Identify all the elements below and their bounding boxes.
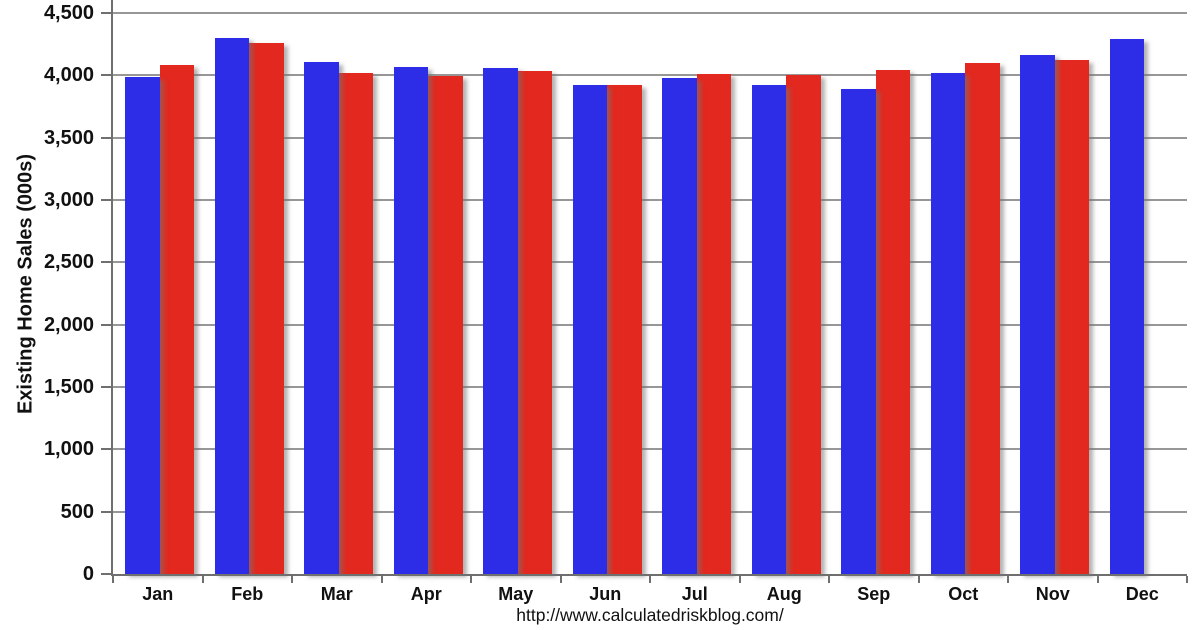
bar-blue <box>751 84 786 574</box>
gridline <box>113 12 1187 14</box>
bar-blue <box>662 78 697 574</box>
bar-blue <box>393 66 428 574</box>
y-axis-tick <box>101 136 111 139</box>
bar-red <box>517 70 552 574</box>
y-tick-label: 0 <box>82 563 94 585</box>
bar-red <box>1054 60 1089 574</box>
bar-group <box>1008 13 1098 574</box>
x-axis-tick <box>201 576 204 583</box>
x-tick-label: Feb <box>231 584 264 604</box>
bar-group <box>203 13 293 574</box>
x-axis-tick <box>917 576 920 583</box>
x-tick-label: Aug <box>766 584 802 604</box>
x-tick-label: May <box>498 584 534 604</box>
bar-blue <box>841 89 876 574</box>
bar-blue <box>304 61 339 574</box>
x-tick-label: Oct <box>948 584 979 604</box>
bar-blue <box>930 72 965 574</box>
y-tick-label: 500 <box>60 500 94 523</box>
x-tick-label: Mar <box>320 584 353 604</box>
x-tick-label: Jun <box>589 584 622 604</box>
bar-blue <box>1020 54 1055 574</box>
y-tick-label: 1,500 <box>43 376 94 398</box>
bar-red <box>786 75 821 574</box>
bar-red <box>338 73 373 574</box>
plot-area <box>113 12 1188 574</box>
bar-blue <box>483 68 518 574</box>
x-axis-tick <box>1007 576 1009 583</box>
y-tick-label: 2,500 <box>43 251 94 274</box>
y-axis-tick <box>101 12 111 14</box>
bar-group <box>561 13 651 574</box>
y-tick-label: 4,000 <box>43 64 94 87</box>
y-axis-tick <box>101 261 111 264</box>
bar-blue <box>125 76 160 574</box>
x-axis-tick <box>1186 576 1188 583</box>
source-url: http://www.calculatedriskblog.com/ <box>516 605 784 625</box>
y-axis-tick <box>101 199 111 201</box>
x-axis-tick <box>559 576 562 583</box>
x-tick-label: Dec <box>1125 584 1159 604</box>
x-axis-tick <box>380 576 383 583</box>
gridline <box>113 136 1187 139</box>
bar-red <box>249 42 284 574</box>
x-tick-label: Jan <box>142 584 174 604</box>
bar-red <box>159 64 194 574</box>
y-axis-line <box>111 0 113 576</box>
x-axis-tick <box>112 576 114 583</box>
x-axis-tick <box>828 576 830 583</box>
x-axis-tick <box>291 576 293 583</box>
bar-blue <box>572 85 607 574</box>
bar-group <box>113 13 203 574</box>
gridline <box>113 510 1187 513</box>
y-axis-tick <box>101 323 111 326</box>
bar-group <box>292 13 382 574</box>
bar-red <box>965 62 1000 574</box>
bar-group <box>829 13 919 574</box>
bar-group <box>471 13 561 574</box>
gridline <box>113 261 1187 264</box>
y-axis-tick <box>101 74 111 77</box>
bar-group <box>740 13 830 574</box>
gridline <box>113 199 1187 201</box>
x-axis-baseline <box>111 574 1187 576</box>
gridline <box>113 74 1187 77</box>
bar-red <box>428 75 463 574</box>
bar-blue <box>214 37 249 574</box>
x-axis-tick <box>738 576 741 583</box>
y-tick-label: 3,000 <box>43 189 94 211</box>
y-axis-tick <box>101 510 111 513</box>
bar-group <box>382 13 472 574</box>
y-axis-tick <box>101 448 111 451</box>
y-axis-tick <box>101 386 111 388</box>
x-tick-label: Nov <box>1035 584 1070 604</box>
x-axis-tick <box>1096 576 1099 583</box>
x-tick-label: Apr <box>410 584 442 604</box>
x-tick-label: Jul <box>681 584 708 604</box>
gridline <box>113 386 1187 388</box>
bar-group <box>650 13 740 574</box>
y-tick-label: 2,000 <box>43 313 94 336</box>
y-tick-label: 3,500 <box>43 126 94 149</box>
bar-group <box>1098 13 1188 574</box>
bar-red <box>607 85 642 574</box>
gridline <box>113 448 1187 451</box>
bar-blue <box>1109 39 1144 574</box>
x-axis-tick <box>649 576 651 583</box>
x-axis-tick <box>470 576 472 583</box>
x-tick-label: Sep <box>857 584 891 604</box>
y-tick-label: 1,000 <box>43 438 94 461</box>
bar-red <box>696 74 731 574</box>
bar-group <box>919 13 1009 574</box>
y-tick-label: 4,500 <box>43 2 94 24</box>
bar-red <box>875 70 910 574</box>
y-axis-tick <box>101 573 111 575</box>
gridline <box>113 323 1187 326</box>
